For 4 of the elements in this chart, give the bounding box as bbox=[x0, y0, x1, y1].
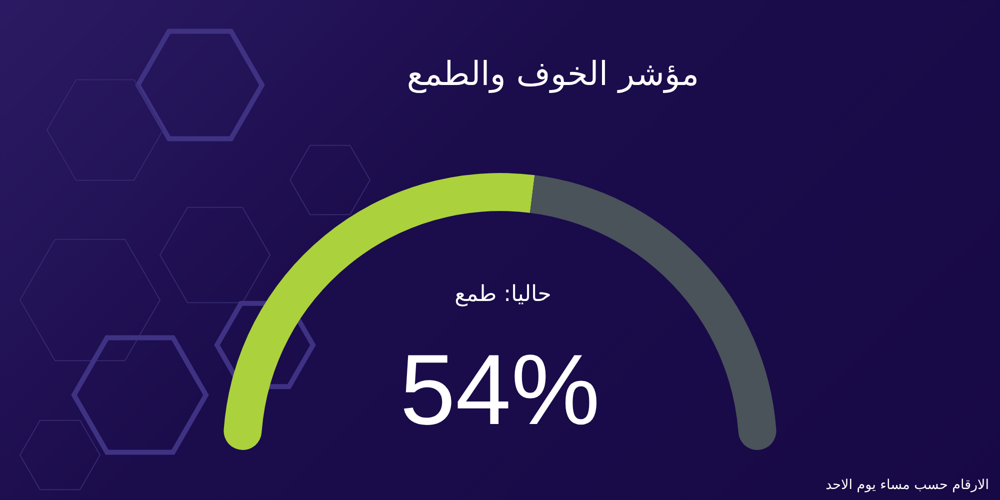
data-label: 54% bbox=[400, 334, 600, 446]
text: حاليا: طمع bbox=[454, 281, 552, 309]
chart-title: مؤشر الخوف والطمع bbox=[406, 53, 700, 95]
text: الارقام حسب مساء يوم الاحد bbox=[826, 476, 989, 495]
